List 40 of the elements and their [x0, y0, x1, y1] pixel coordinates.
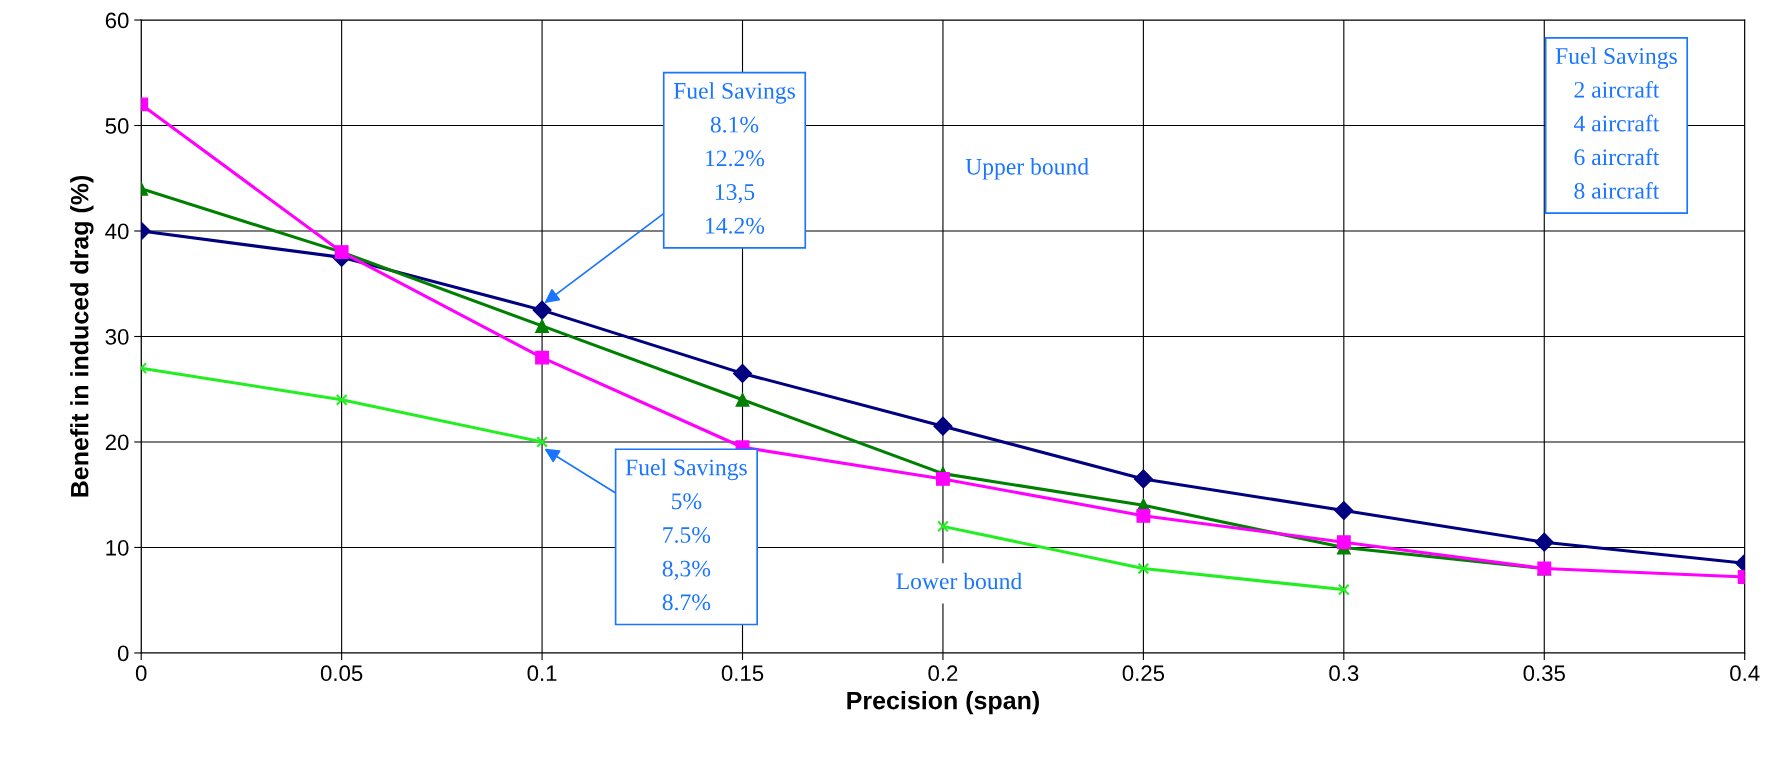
point — [933, 416, 953, 436]
y-tick-label: 30 — [105, 329, 129, 345]
point — [1334, 501, 1354, 521]
x-tick-label: 0.3 — [1329, 665, 1359, 682]
x-tick-label: 0.1 — [527, 665, 557, 682]
point — [1136, 508, 1151, 523]
point — [732, 363, 753, 383]
point — [1337, 583, 1350, 596]
point — [735, 392, 750, 407]
x-tick-label: 0 — [135, 665, 147, 682]
y-tick-label: 0 — [117, 645, 129, 662]
point — [1336, 535, 1351, 550]
y-tick-label: 10 — [106, 540, 129, 556]
x-tick-label: 0.2 — [928, 665, 958, 682]
y-tick-label: 60 — [105, 12, 129, 29]
point — [536, 436, 548, 448]
x-tick-label: 0.4 — [1730, 665, 1760, 682]
annotation: Lower bound — [896, 572, 1022, 590]
annotation: Fuel Savings 8.1% 12.2% 13,5 14.2% — [673, 82, 795, 234]
y-tick-label: 40 — [105, 223, 129, 240]
y-axis-title: Benefit in induced drag (%) — [70, 175, 94, 497]
point — [1137, 562, 1150, 575]
annotation: Fuel Savings 5% 7.5% 8,3% 8.7% — [625, 458, 747, 611]
point — [1534, 532, 1554, 552]
annotation: Upper bound — [965, 158, 1089, 180]
point — [1133, 469, 1153, 489]
x-tick-label: 0.25 — [1122, 665, 1165, 682]
point — [936, 471, 950, 486]
y-tick-label: 50 — [105, 118, 129, 134]
point — [532, 300, 552, 320]
x-axis-title: Precision (span) — [847, 691, 1039, 715]
point — [535, 318, 550, 333]
x-tick-label: 0.05 — [320, 665, 363, 682]
point — [937, 520, 949, 533]
x-tick-label: 0.35 — [1523, 665, 1565, 682]
point — [335, 393, 348, 406]
y-tick-label: 20 — [105, 434, 129, 451]
point — [535, 350, 550, 365]
x-tick-label: 0.15 — [721, 665, 764, 682]
annotation: Fuel Savings 2 aircraft 4 aircraft 6 aircraft 8 aircraft — [1555, 47, 1677, 199]
